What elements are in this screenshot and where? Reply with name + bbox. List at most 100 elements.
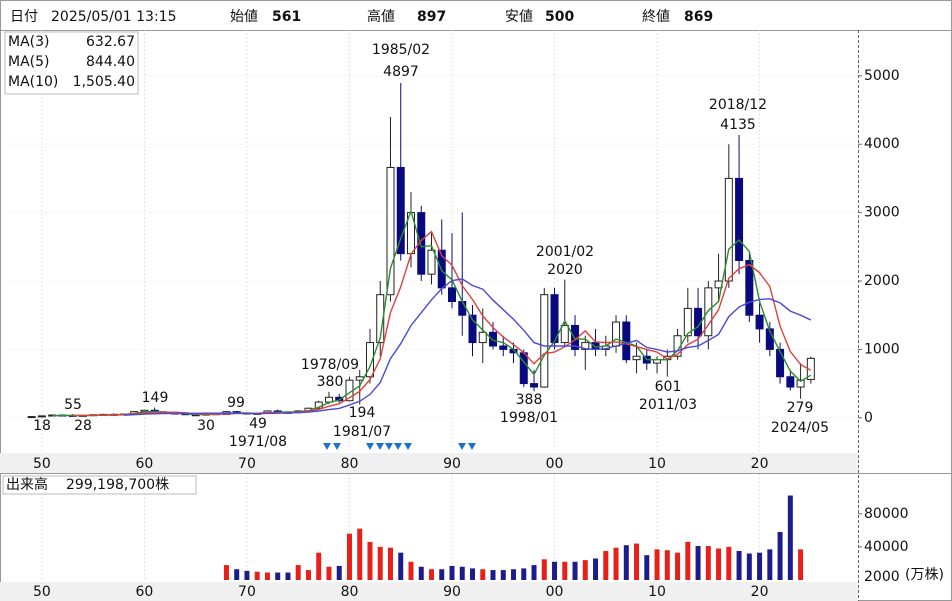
- header-label: 高値: [367, 8, 395, 25]
- volume-bar: [223, 565, 229, 580]
- event-marker: [323, 443, 331, 450]
- candle-body: [735, 177, 744, 261]
- x-tick-label: 90: [443, 456, 461, 472]
- candle-body: [458, 301, 467, 316]
- volume-bar: [295, 565, 301, 580]
- legend-box: [4, 31, 139, 95]
- candle-body: [796, 379, 805, 388]
- header-label: 終値: [642, 9, 670, 25]
- annotation-label: 1978/09: [301, 357, 359, 373]
- annotation-value: 149: [142, 390, 169, 406]
- ma-line: [123, 278, 812, 416]
- x-tick-label: 00: [546, 584, 564, 600]
- volume-bar: [500, 570, 506, 580]
- volume-bar: [552, 561, 558, 580]
- volume-bar: [572, 561, 578, 580]
- volume-bar: [634, 543, 640, 580]
- y-tick-label: 3000: [864, 205, 900, 221]
- volume-bar: [418, 566, 424, 580]
- event-marker: [366, 443, 374, 450]
- candle-body: [786, 376, 795, 388]
- volume-bar: [757, 552, 763, 580]
- candle-body: [530, 383, 539, 388]
- annotation-label: 1998/01: [500, 410, 558, 426]
- volume-unit: (万株): [905, 567, 944, 583]
- x-tick-label: 50: [33, 456, 51, 472]
- volume-label: 出来高: [6, 476, 48, 493]
- header-label: 安値: [505, 9, 533, 25]
- annotation-value: 18: [33, 418, 51, 434]
- volume-bar: [726, 546, 732, 580]
- volume-bar: [511, 569, 517, 580]
- annotation-label: 1981/07: [333, 424, 391, 440]
- legend-value: 844.40: [86, 54, 135, 70]
- candle-body: [683, 307, 692, 337]
- candle-body: [478, 331, 487, 344]
- y-tick-label: 5000: [864, 68, 900, 84]
- header-value: 897: [417, 9, 446, 25]
- volume-bar: [562, 561, 568, 580]
- candle-body: [560, 324, 569, 344]
- candle-body: [724, 177, 733, 282]
- volume-bar: [613, 547, 619, 580]
- x-tick-label: 20: [751, 584, 769, 600]
- volume-bar: [305, 570, 311, 580]
- annotation-value: 55: [64, 397, 82, 413]
- volume-bar: [644, 555, 650, 580]
- volume-bar: [531, 565, 537, 580]
- volume-bar: [285, 572, 291, 580]
- volume-bar: [664, 550, 670, 580]
- y-tick-label: 80000: [864, 506, 909, 522]
- header-label: 始値: [230, 9, 258, 25]
- event-marker: [376, 443, 384, 450]
- legend-name: MA(10): [8, 74, 58, 90]
- volume-label-box: [2, 475, 197, 495]
- x-axis-strip: [0, 453, 858, 473]
- candle-body: [519, 352, 528, 385]
- legend-value: 1,505.40: [73, 74, 135, 90]
- volume-bar: [480, 569, 486, 580]
- volume-bar: [449, 565, 455, 580]
- event-marker: [333, 443, 341, 450]
- annotation-value: 388: [516, 392, 543, 408]
- header-label: 日付: [10, 9, 38, 25]
- volume-bar: [541, 559, 547, 580]
- x-tick-label: 60: [136, 584, 154, 600]
- volume-bar: [336, 565, 342, 580]
- candle-body: [386, 166, 395, 296]
- annotation-value: 28: [74, 418, 92, 434]
- candle-body: [417, 212, 426, 275]
- volume-bar: [387, 547, 393, 580]
- candle-body: [37, 415, 46, 418]
- volume-bar: [767, 549, 773, 580]
- annotation-value: 2020: [547, 262, 583, 278]
- volume-bar: [316, 552, 322, 580]
- event-marker: [385, 443, 393, 450]
- volume-bar: [675, 552, 681, 580]
- legend-name: MA(3): [8, 34, 50, 50]
- candle-body: [776, 348, 785, 378]
- volume-bar: [582, 560, 588, 580]
- header-value: 869: [684, 9, 713, 25]
- volume-bar: [326, 566, 332, 580]
- x-tick-label: 90: [443, 584, 461, 600]
- candle-body: [755, 314, 764, 330]
- header-value: 561: [272, 9, 301, 25]
- candle-body: [622, 321, 631, 361]
- legend-value: 632.67: [86, 34, 135, 50]
- annotation-value: 601: [655, 379, 682, 395]
- volume-bar: [398, 552, 404, 580]
- volume-bar: [787, 495, 793, 580]
- x-tick-label: 50: [33, 584, 51, 600]
- volume-bar: [623, 545, 629, 580]
- x-tick-label: 20: [751, 456, 769, 472]
- volume-bar: [377, 546, 383, 580]
- legend-name: MA(5): [8, 54, 50, 70]
- candle-body: [489, 331, 498, 347]
- volume-bar: [470, 568, 476, 580]
- event-marker: [404, 443, 412, 450]
- annotation-value: 4135: [720, 117, 756, 133]
- candle-body: [581, 342, 590, 350]
